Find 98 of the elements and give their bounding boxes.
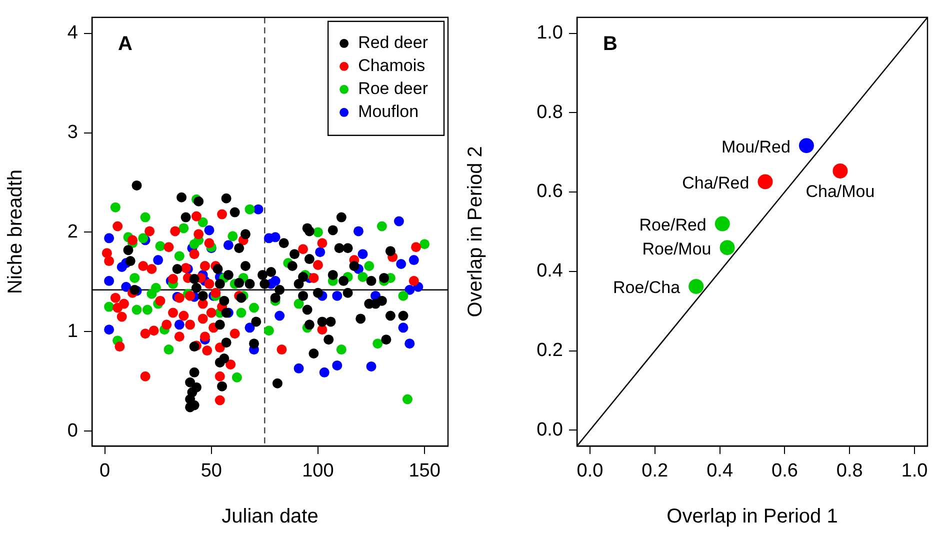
annotation: A [118,32,132,55]
point [130,272,140,283]
point [720,240,735,256]
y-tick-label: 0.0 [536,419,563,440]
point [315,247,326,258]
point [312,227,323,238]
point [398,290,408,301]
point [394,216,404,226]
point [244,204,255,214]
point [104,302,114,312]
point [364,261,374,272]
y-axis-title: Overlap in Period 2 [464,146,487,318]
point [402,394,412,404]
point [398,322,408,333]
point [178,223,189,234]
point [319,367,330,378]
point [249,302,260,313]
point [408,255,419,266]
point [372,338,383,349]
point [404,284,415,295]
point [121,282,132,292]
annotation: Mou/Red [721,137,790,156]
point [366,361,376,372]
y-tick-label: 1.0 [536,22,563,44]
point [332,360,342,370]
x-tick-label: 100 [302,460,334,482]
x-tick-label: 150 [408,460,440,482]
legend-label: Roe deer [358,79,428,98]
point [358,272,368,282]
point [332,290,342,301]
point [294,363,304,374]
annotation: Roe/Mou [642,239,712,258]
y-tick-label: 0.8 [536,102,563,123]
y-tick-label: 0 [67,420,78,442]
x-tick-label: 50 [200,460,222,482]
y-tick-label: 0.2 [536,340,563,361]
point [798,138,814,154]
point [164,344,174,355]
point [376,221,387,232]
point [104,324,114,335]
x-tick-label: 1.0 [901,460,928,482]
x-axis-title: Julian date [222,506,318,528]
point [204,225,214,236]
point [758,174,773,190]
y-axis-title: Niche breadth [4,169,27,294]
point [264,326,274,336]
legend-label: Chamois [358,56,426,76]
annotation: Cha/Red [682,173,750,192]
annotation: B [603,32,618,55]
point [244,322,255,333]
point [150,282,161,293]
point [104,276,114,286]
point [420,239,430,250]
y-tick-label: 1 [67,320,78,342]
point [270,276,280,286]
point [404,338,415,349]
point [228,231,238,242]
point [198,217,208,228]
y-tick-label: 4 [67,22,78,44]
x-tick-label: 0.4 [706,460,734,482]
y-tick-label: 3 [67,122,78,143]
point [104,233,114,244]
point [274,310,285,321]
point [132,304,142,315]
point [358,249,368,260]
annotation: Cha/Mou [806,182,875,202]
point [232,372,242,382]
annotation: Roe/Red [639,215,706,234]
x-tick-label: 0.6 [771,460,798,482]
x-tick-label: 0.2 [642,460,668,482]
legend-label: Red deer [358,33,428,52]
point [153,255,164,266]
y-tick-label: 0.4 [536,260,564,282]
x-tick-label: 0 [100,460,110,482]
point [336,344,346,355]
point [236,308,246,318]
point [294,298,304,309]
point [140,212,150,222]
x-axis-title: Overlap in Period 1 [666,506,838,528]
point [714,216,730,232]
x-tick-label: 0.8 [836,460,863,482]
y-tick-label: 2 [67,221,78,242]
y-tick-label: 0.6 [536,181,563,202]
point [223,240,234,250]
legend-label: Mouflon [358,102,419,122]
x-tick-label: 0.0 [576,460,604,482]
point [142,304,152,315]
point [174,251,184,262]
point [110,202,120,212]
point [353,226,364,236]
point [270,232,280,242]
point [832,163,848,178]
point [688,278,704,294]
point [396,259,406,270]
annotation: Roe/Cha [612,278,681,298]
point [155,241,166,252]
point [253,204,264,214]
point [174,320,184,330]
